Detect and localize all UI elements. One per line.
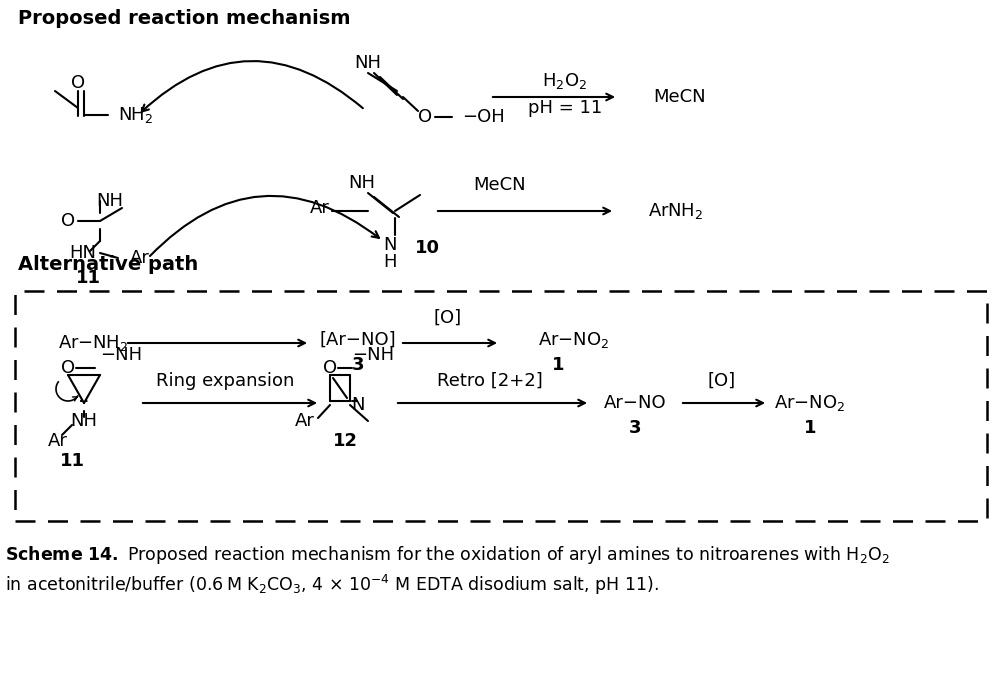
Text: ··: ··: [77, 394, 90, 413]
Text: in acetonitrile/buffer (0.6 M K$_2$CO$_3$, 4 × 10$^{-4}$ M EDTA disodium salt, p: in acetonitrile/buffer (0.6 M K$_2$CO$_3…: [5, 573, 658, 597]
Text: $\mathbf{Scheme\ 14.}$ Proposed reaction mechanism for the oxidation of aryl ami: $\mathbf{Scheme\ 14.}$ Proposed reaction…: [5, 544, 889, 566]
Text: 11: 11: [59, 452, 84, 470]
Text: Ar−NO$_2$: Ar−NO$_2$: [538, 330, 609, 350]
Text: Ar−NH$_2$: Ar−NH$_2$: [58, 333, 128, 353]
Text: N: N: [351, 396, 364, 414]
Text: Alternative path: Alternative path: [18, 256, 198, 275]
Text: NH$_2$: NH$_2$: [118, 105, 153, 125]
Text: [O]: [O]: [707, 372, 735, 390]
Text: Ar: Ar: [48, 432, 68, 450]
Text: O: O: [323, 359, 337, 377]
Text: 10: 10: [414, 239, 439, 257]
Text: ArNH$_2$: ArNH$_2$: [647, 201, 702, 221]
Text: 11: 11: [75, 269, 100, 287]
Text: O: O: [61, 359, 75, 377]
Text: −OH: −OH: [461, 108, 505, 126]
Text: Ar: Ar: [295, 412, 315, 430]
Text: HN: HN: [69, 244, 96, 262]
Text: 3: 3: [628, 419, 641, 437]
Text: MeCN: MeCN: [473, 176, 526, 194]
Text: Ring expansion: Ring expansion: [155, 372, 294, 390]
Text: −NH: −NH: [100, 346, 142, 364]
Text: Retro [2+2]: Retro [2+2]: [436, 372, 543, 390]
Text: N: N: [383, 236, 396, 254]
Text: O: O: [71, 74, 85, 92]
Text: 3: 3: [351, 356, 364, 374]
Text: Ar: Ar: [129, 249, 149, 267]
Text: NH: NH: [70, 412, 97, 430]
Text: Ar−NO$_2$: Ar−NO$_2$: [773, 393, 845, 413]
Text: [Ar−NO]: [Ar−NO]: [319, 331, 396, 349]
Text: −NH: −NH: [352, 346, 394, 364]
Text: [O]: [O]: [433, 309, 461, 327]
Text: O: O: [417, 108, 431, 126]
Text: O: O: [61, 212, 75, 230]
Bar: [15, 291, 986, 521]
Text: Proposed reaction mechanism: Proposed reaction mechanism: [18, 9, 350, 28]
Text: MeCN: MeCN: [653, 88, 705, 106]
Text: 1: 1: [803, 419, 815, 437]
Text: H$_2$O$_2$: H$_2$O$_2$: [542, 71, 587, 91]
Text: 1: 1: [552, 356, 564, 374]
Text: 12: 12: [332, 432, 357, 450]
Text: Ar−NO: Ar−NO: [603, 394, 666, 412]
Text: Ar: Ar: [310, 199, 330, 217]
Text: NH: NH: [348, 174, 375, 192]
Text: NH: NH: [354, 54, 381, 72]
Text: NH: NH: [96, 192, 123, 210]
Text: H: H: [383, 253, 396, 271]
Text: pH = 11: pH = 11: [528, 99, 602, 117]
